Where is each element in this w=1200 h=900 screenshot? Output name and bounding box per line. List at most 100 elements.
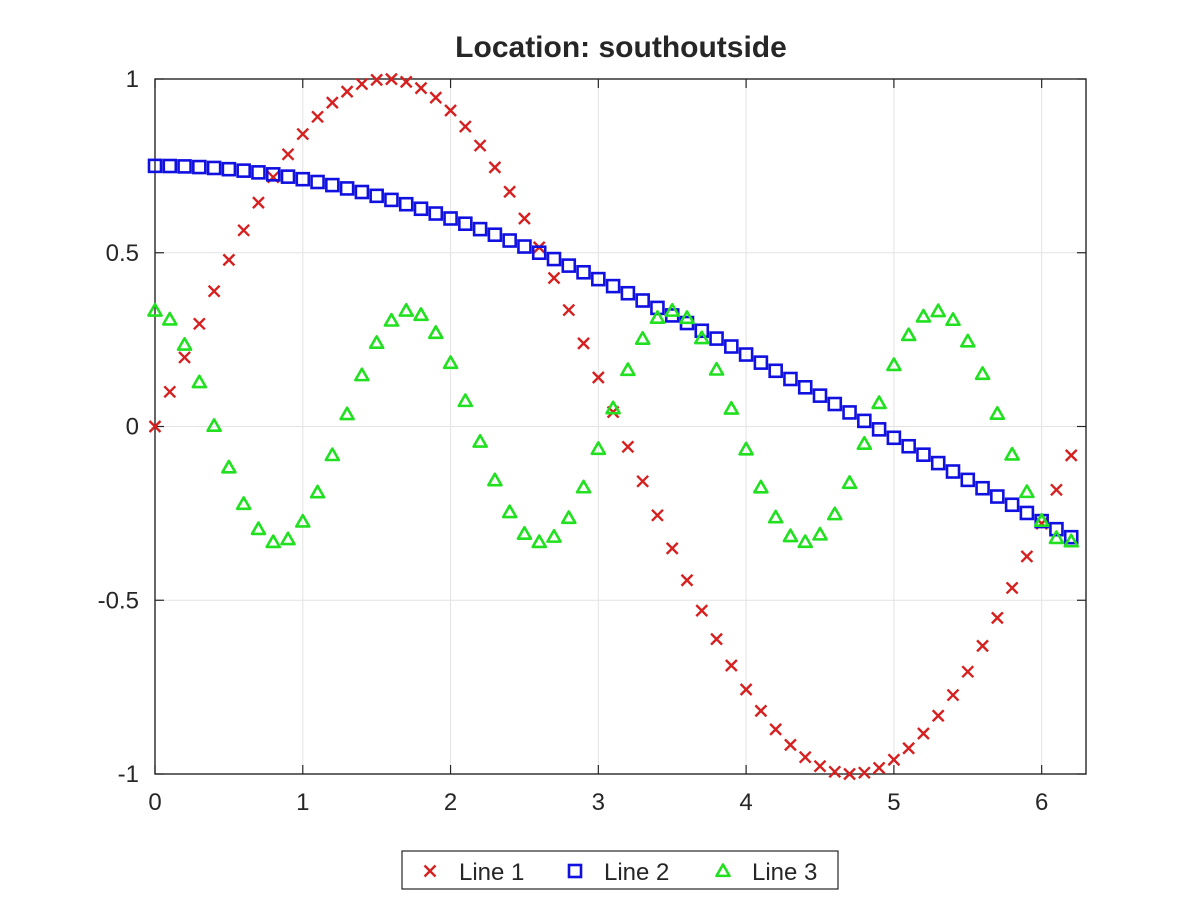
legend-label-line-3: Line 3 [752,859,817,886]
series-1-point [207,284,221,298]
series-2-point [901,438,916,454]
series-1-point [843,767,856,781]
series-2-point [709,331,724,346]
series-2-point [162,158,178,174]
series-3-point [472,433,488,448]
series-1-point [518,212,531,225]
series-1-point [385,72,398,86]
series-3-point [797,534,814,549]
series-3-point [590,441,607,456]
series-1-point [355,77,369,91]
series-2-point [1049,521,1064,537]
series-3-point [634,330,651,345]
series-2-point [236,163,251,178]
series-3-point [989,405,1006,420]
series-3-point [767,509,784,524]
series-2-point [561,258,577,273]
series-1-point [237,223,251,237]
series-3-point [265,534,282,549]
series-2-point [487,227,503,243]
series-1-point [488,161,502,174]
y-tick-label: 0.5 [106,240,139,267]
series-2-point [443,211,458,226]
series-1-point [976,639,989,653]
series-2-point [310,174,325,190]
series-3-point [339,406,355,421]
x-tick-label: 5 [887,789,900,816]
legend-marker-line-2 [567,863,583,879]
series-3-point [693,330,710,345]
series-1-point [813,759,827,773]
series-3-point [679,310,695,325]
series-3-point [856,435,873,450]
series-group [147,72,1080,781]
series-2-point [192,159,207,175]
series-3-point [1019,484,1035,499]
x-axis-tick-labels: 0 1 2 3 4 5 6 [148,789,1048,816]
series-3-point [546,528,562,543]
series-2-point [694,323,710,339]
series-2-point [576,264,591,280]
y-tick-label: -0.5 [98,587,139,614]
x-tick-label: 2 [444,789,457,816]
series-3-point [309,484,326,499]
series-2-point [177,159,192,174]
series-1-point [990,611,1004,625]
series-3-point [531,534,548,549]
series-2-point [1019,505,1035,521]
legend-markers [423,863,731,879]
series-1-point [931,709,945,723]
series-1-point [917,727,930,740]
y-tick-label: 1 [126,66,139,93]
series-1-point [1005,581,1019,595]
series-3-point [161,311,178,326]
series-2-point [783,371,798,387]
series-2-point [916,447,931,462]
series-1-point [665,542,679,555]
legend[interactable]: Line 1 Line 2 Line 3 [401,850,839,890]
series-1-point [178,351,191,364]
series-1-point [311,110,324,124]
series-2-point [206,160,222,176]
series-1-point [961,665,975,679]
series-1-point [325,96,339,109]
series-1-point [636,474,650,488]
series-3-point [974,366,991,381]
series-1-point [473,139,487,152]
series-1-point [429,91,443,105]
series-3-point [206,418,222,433]
series-1-point [340,85,354,98]
series-2 [147,158,1079,545]
series-3-point [708,361,725,376]
series-2-point [251,165,266,180]
series-1-point [1050,483,1063,497]
series-1-point [621,440,635,454]
y-axis-tick-labels: -1 -0.5 0 0.5 1 [98,66,139,788]
series-3-point [886,357,902,372]
series-2-point [369,188,384,204]
series-1-point [1020,550,1034,563]
series-2-point [502,233,517,248]
series-1-point [222,253,236,267]
series-3-point [900,327,917,342]
series-3-point [383,312,400,327]
series-3-point [501,504,518,519]
series-1-point [444,104,457,117]
series-1-point [370,73,384,87]
series-1-point [192,317,206,331]
x-tick-label: 6 [1035,789,1048,816]
series-3-point [516,526,533,540]
series-3-point [294,513,311,528]
series-2-point [812,388,828,403]
series-2-point [325,177,340,193]
series-2-point [620,285,636,301]
series-3-point [221,459,237,474]
series-3-point [782,528,799,543]
x-tick-label: 3 [592,789,605,816]
y-tick-label: 0 [126,414,139,441]
series-2-point [265,167,281,182]
series-3-point [176,336,193,351]
series-3-point [1048,530,1065,545]
